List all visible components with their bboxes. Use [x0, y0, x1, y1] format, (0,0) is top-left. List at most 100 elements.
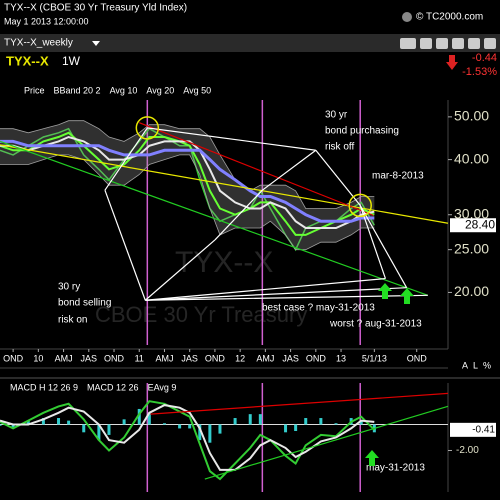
arrow — [400, 288, 414, 304]
trend-line — [0, 144, 449, 224]
symbol: TYX--X — [6, 53, 49, 68]
x-tick-label: AMJ — [256, 353, 274, 363]
last-value-box — [450, 422, 496, 437]
annotation: risk off — [325, 142, 354, 153]
x-tick-label: 11 — [135, 353, 144, 363]
menu-caret[interactable] — [92, 41, 100, 46]
last-value-label: -0.41 — [472, 424, 495, 435]
tool-button[interactable] — [420, 38, 432, 49]
trend-line — [214, 189, 263, 241]
x-tick-label: 5/1/13 — [362, 353, 387, 363]
y-tick-label: 50.00 — [454, 108, 489, 124]
histogram-bar — [122, 419, 126, 425]
highlight-circle — [135, 116, 160, 140]
histogram-bar — [258, 414, 262, 425]
y-tick-label: 40.00 — [454, 150, 489, 166]
histogram-bar — [198, 424, 202, 441]
trend-line — [139, 122, 374, 216]
tool-button[interactable] — [468, 38, 480, 49]
series-line — [0, 131, 375, 236]
histogram-bar — [107, 424, 111, 435]
y-tick-label: 25.00 — [454, 240, 489, 256]
histogram-bar — [147, 412, 151, 425]
legend-entry: MACD 12 26 — [87, 382, 139, 392]
plot: 50.00 40.00 30.00 25.00 20.00 OND 10 AMJ JAS OND 1… — [0, 85, 496, 492]
bband-upper — [0, 120, 375, 209]
series-line — [0, 139, 375, 223]
scale-button[interactable]: L — [473, 360, 478, 370]
histogram-bar — [162, 423, 166, 425]
series-line — [0, 127, 375, 252]
trend-line — [144, 239, 216, 301]
trend-line — [145, 287, 407, 301]
watermark-text: CBOE 30 Yr Treasury — [95, 302, 307, 327]
tool-button[interactable] — [484, 38, 496, 49]
symbol-menu[interactable]: TYX--X_weekly — [4, 38, 73, 49]
annotation: 30 ry — [58, 282, 80, 293]
trend-line — [359, 205, 387, 279]
legend-entry: Avg 10 — [110, 85, 138, 95]
x-tick-label: OND — [306, 353, 327, 363]
trend-line — [315, 149, 361, 206]
legend-entry: MACD H 12 26 9 — [10, 382, 78, 392]
histogram-bar — [284, 424, 288, 433]
trend-line — [359, 205, 408, 288]
tool-button[interactable] — [436, 38, 448, 49]
annotation: worst ? aug-31-2013 — [329, 319, 422, 330]
y-tick-label: 20.00 — [454, 283, 489, 299]
watermark: TYX--X CBOE 30 Yr Treasury — [95, 246, 307, 327]
histogram-bar — [304, 418, 308, 425]
histogram-bar — [26, 420, 30, 425]
legend-entry: Price — [24, 85, 45, 95]
legend-entry: Avg 20 — [146, 85, 174, 95]
tool-button[interactable] — [452, 38, 464, 49]
interval[interactable]: 1W — [62, 54, 81, 68]
histogram-bar — [137, 408, 141, 425]
histogram-bar — [359, 420, 363, 425]
scale-button[interactable]: % — [483, 360, 491, 370]
x-tick-label: JAS — [282, 353, 299, 363]
histogram-bar — [97, 424, 101, 441]
annotation: 30 yr — [325, 110, 348, 121]
x-tick-label: OND — [104, 353, 125, 363]
trend-line — [145, 277, 386, 301]
histogram-bar — [248, 414, 252, 425]
bband-fill — [0, 120, 375, 250]
down-arrow — [446, 55, 458, 70]
arrow — [365, 450, 379, 466]
trend-line — [147, 127, 316, 151]
y-tick-label: -2.00 — [456, 445, 479, 456]
histogram-bar — [41, 418, 45, 425]
trend-line — [261, 149, 317, 191]
histogram-bar — [294, 424, 298, 432]
trend-line — [150, 392, 449, 415]
annotation: mar-8-2013 — [372, 171, 424, 182]
copyright: © TC2000.com — [416, 12, 483, 23]
x-tick-label: 10 — [33, 353, 43, 363]
legend-entry: EAvg 9 — [148, 382, 177, 392]
last-value-label: 28.40 — [465, 217, 495, 231]
histogram-bar — [188, 424, 192, 429]
x-tick-label: 12 — [235, 353, 245, 363]
trend-line — [104, 189, 146, 301]
change-pct: -1.53% — [462, 66, 497, 78]
annotation: bond purchasing — [325, 126, 399, 137]
arrow — [378, 283, 392, 299]
histogram-bar — [218, 424, 222, 434]
annotation: risk on — [58, 315, 87, 326]
histogram-bar — [11, 424, 15, 429]
x-tick-label: AMJ — [155, 353, 173, 363]
toolbar — [0, 34, 500, 52]
x-tick-label: JAS — [81, 353, 98, 363]
scale-button[interactable]: A — [462, 360, 468, 370]
bband-lower — [0, 154, 375, 251]
x-tick-label: 13 — [336, 353, 346, 363]
tool-button[interactable] — [400, 38, 416, 49]
histogram-bar — [178, 424, 182, 429]
histogram-bar — [67, 420, 71, 425]
change: -0.44 — [472, 52, 497, 64]
x-tick-label: OND — [3, 353, 24, 363]
x-tick-label: OND — [407, 353, 428, 363]
